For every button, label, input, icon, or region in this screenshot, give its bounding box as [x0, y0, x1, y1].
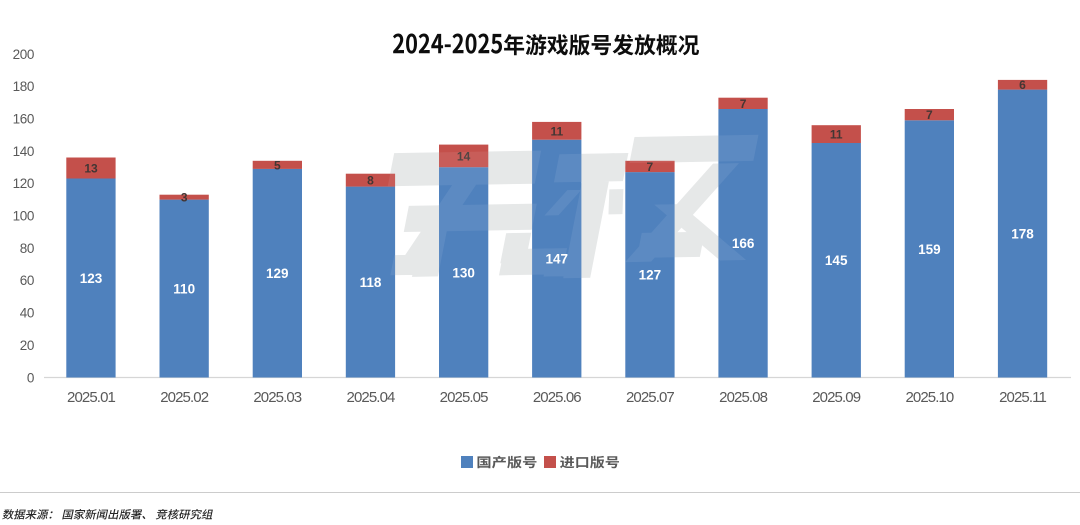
- svg-text:110: 110: [173, 281, 195, 296]
- svg-text:11: 11: [550, 124, 563, 138]
- svg-text:5: 5: [274, 158, 281, 172]
- svg-text:130: 130: [452, 265, 475, 280]
- svg-text:147: 147: [546, 252, 569, 267]
- svg-text:0: 0: [27, 370, 34, 385]
- svg-text:166: 166: [732, 236, 755, 251]
- svg-text:118: 118: [360, 275, 382, 290]
- svg-text:160: 160: [13, 112, 34, 127]
- svg-text:120: 120: [13, 176, 34, 191]
- svg-text:60: 60: [20, 273, 34, 288]
- svg-text:2025.01: 2025.01: [67, 389, 115, 406]
- svg-text:100: 100: [13, 209, 34, 224]
- svg-text:20: 20: [20, 338, 34, 353]
- svg-text:7: 7: [926, 108, 933, 122]
- svg-text:200: 200: [13, 47, 34, 62]
- svg-text:11: 11: [830, 128, 843, 142]
- svg-text:2025.02: 2025.02: [160, 389, 208, 406]
- svg-text:2025.08: 2025.08: [719, 389, 767, 406]
- svg-text:2025.09: 2025.09: [812, 389, 860, 406]
- svg-text:7: 7: [740, 97, 747, 111]
- svg-text:129: 129: [266, 266, 289, 281]
- svg-text:13: 13: [84, 162, 98, 176]
- svg-text:127: 127: [639, 268, 662, 283]
- svg-text:6: 6: [1019, 78, 1026, 92]
- svg-text:2025.07: 2025.07: [626, 389, 674, 406]
- svg-text:8: 8: [367, 174, 374, 188]
- svg-text:80: 80: [20, 241, 34, 256]
- svg-text:180: 180: [13, 79, 34, 94]
- svg-text:14: 14: [457, 149, 471, 163]
- svg-text:159: 159: [918, 242, 941, 257]
- svg-text:2025.03: 2025.03: [253, 389, 301, 406]
- svg-text:123: 123: [80, 271, 103, 286]
- svg-text:2025.06: 2025.06: [533, 389, 581, 406]
- svg-text:2025.11: 2025.11: [999, 389, 1046, 406]
- svg-text:2025.10: 2025.10: [905, 389, 953, 406]
- svg-text:7: 7: [647, 160, 654, 174]
- svg-text:2025.04: 2025.04: [347, 389, 395, 406]
- svg-text:40: 40: [20, 306, 34, 321]
- svg-text:3: 3: [181, 191, 188, 205]
- svg-text:178: 178: [1011, 226, 1034, 241]
- svg-text:140: 140: [13, 144, 34, 159]
- svg-text:145: 145: [825, 253, 848, 268]
- svg-text:2025.05: 2025.05: [440, 389, 488, 406]
